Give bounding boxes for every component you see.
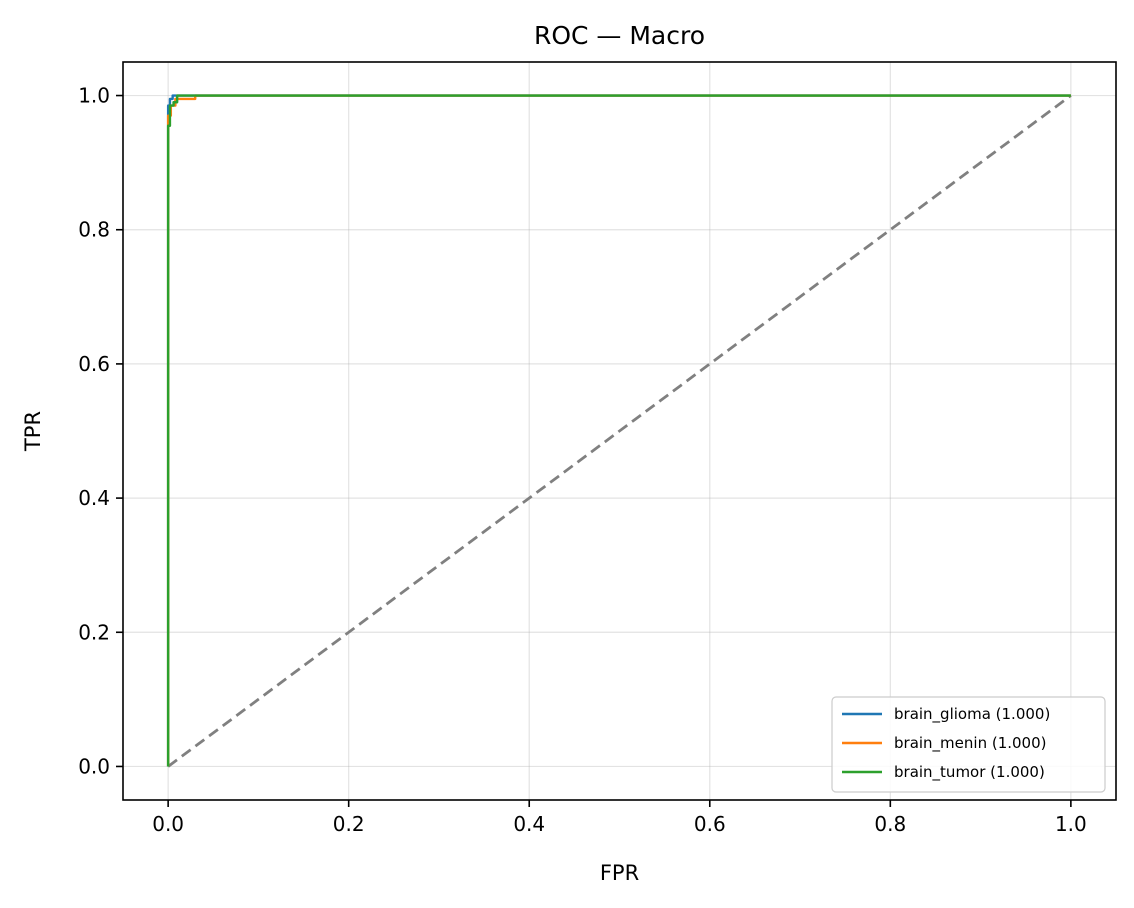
y-axis-label: TPR xyxy=(21,411,45,452)
y-tick-label: 0.4 xyxy=(78,486,110,510)
chance-diagonal-line xyxy=(167,94,1072,768)
legend: brain_glioma (1.000) brain_menin (1.000) b… xyxy=(831,696,1106,793)
y-tick-label: 0.6 xyxy=(78,352,110,376)
x-tick-label: 1.0 xyxy=(1055,812,1087,836)
legend-entries: brain_glioma (1.000) brain_menin (1.000) b… xyxy=(842,705,1050,782)
plot-frame xyxy=(122,61,1117,801)
y-tick-label: 0.0 xyxy=(78,754,110,778)
chart-title: ROC — Macro xyxy=(534,21,705,50)
legend-label-brain-tumor: brain_tumor (1.000) xyxy=(894,763,1045,782)
y-tick-label: 1.0 xyxy=(78,84,110,108)
x-tick-label: 0.2 xyxy=(333,812,365,836)
x-axis-label: FPR xyxy=(600,861,639,885)
roc-curve-brain-tumor xyxy=(166,94,1071,767)
x-tick-label: 0.4 xyxy=(513,812,545,836)
legend-label-brain-menin: brain_menin (1.000) xyxy=(894,734,1047,753)
x-tick-label: 0.6 xyxy=(694,812,726,836)
legend-box xyxy=(831,696,1106,793)
roc-curve-brain-glioma xyxy=(166,94,1071,767)
series-layer xyxy=(166,94,1072,768)
ticks-layer: 0.0 0.2 0.4 0.6 0.8 1.0 0.0 0.2 0.4 0.6 0.8 1.0 xyxy=(78,84,1087,836)
x-tick-label: 0.8 xyxy=(874,812,906,836)
legend-label-brain-glioma: brain_glioma (1.000) xyxy=(894,705,1050,724)
y-tick-label: 0.2 xyxy=(78,620,110,644)
x-tick-label: 0.0 xyxy=(152,812,184,836)
y-tick-label: 0.8 xyxy=(78,218,110,242)
